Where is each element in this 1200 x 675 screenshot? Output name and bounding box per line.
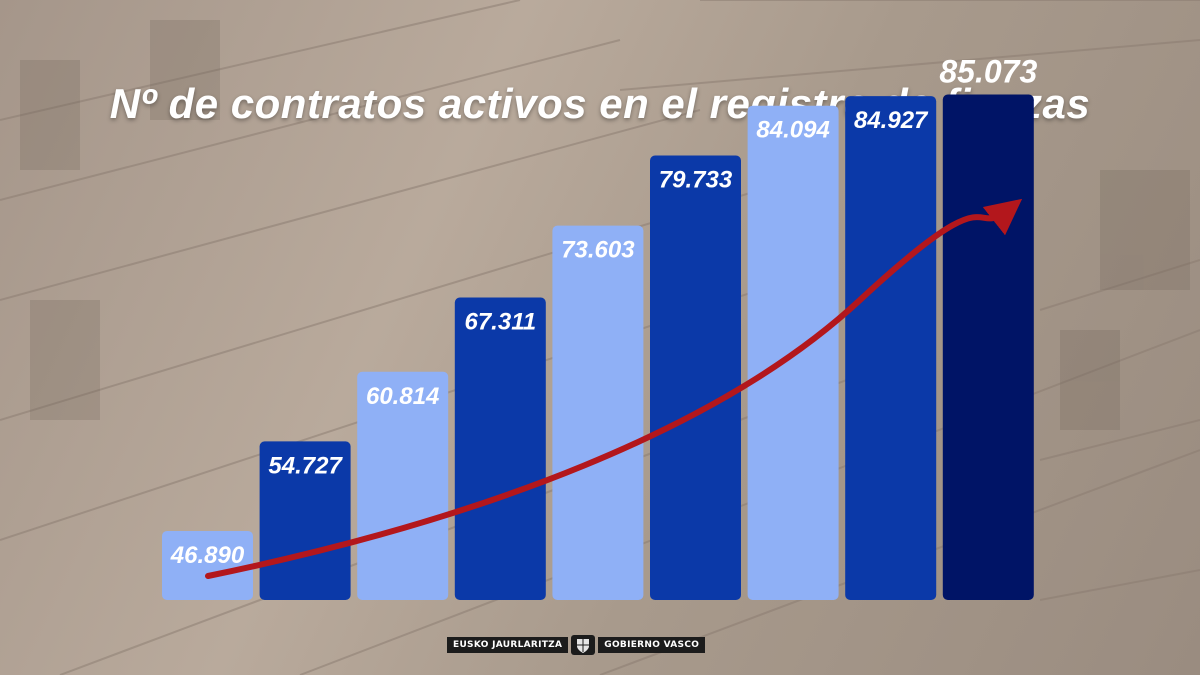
bar-6 (650, 155, 741, 600)
bar-value-label-8: 84.927 (854, 107, 929, 134)
bar-1 (162, 530, 253, 600)
bar-value-label-9: 85.073 (939, 54, 1037, 90)
bar-5 (552, 225, 644, 600)
bar-8 (845, 96, 937, 600)
bar-value-label-6: 79.733 (659, 167, 733, 194)
coat-of-arms-icon (571, 635, 596, 655)
government-logo: EUSKO JAURLARITZA GOBIERNO VASCO (447, 634, 706, 656)
bar-3 (357, 371, 449, 600)
bar-value-label-1: 46.890 (170, 542, 245, 569)
logo-text-left: EUSKO JAURLARITZA (447, 637, 569, 653)
bar-value-label-5: 73.603 (561, 237, 635, 264)
bar-value-label-2: 54.727 (268, 452, 343, 479)
bar-9 (942, 94, 1034, 600)
logo-text-right: GOBIERNO VASCO (598, 637, 706, 653)
bar-value-label-3: 60.814 (366, 383, 439, 410)
trend-arrow (205, 198, 1023, 579)
bar-4 (454, 297, 546, 600)
bar-value-label-7: 84.094 (756, 117, 829, 144)
bar-value-label-4: 67.311 (464, 309, 536, 336)
